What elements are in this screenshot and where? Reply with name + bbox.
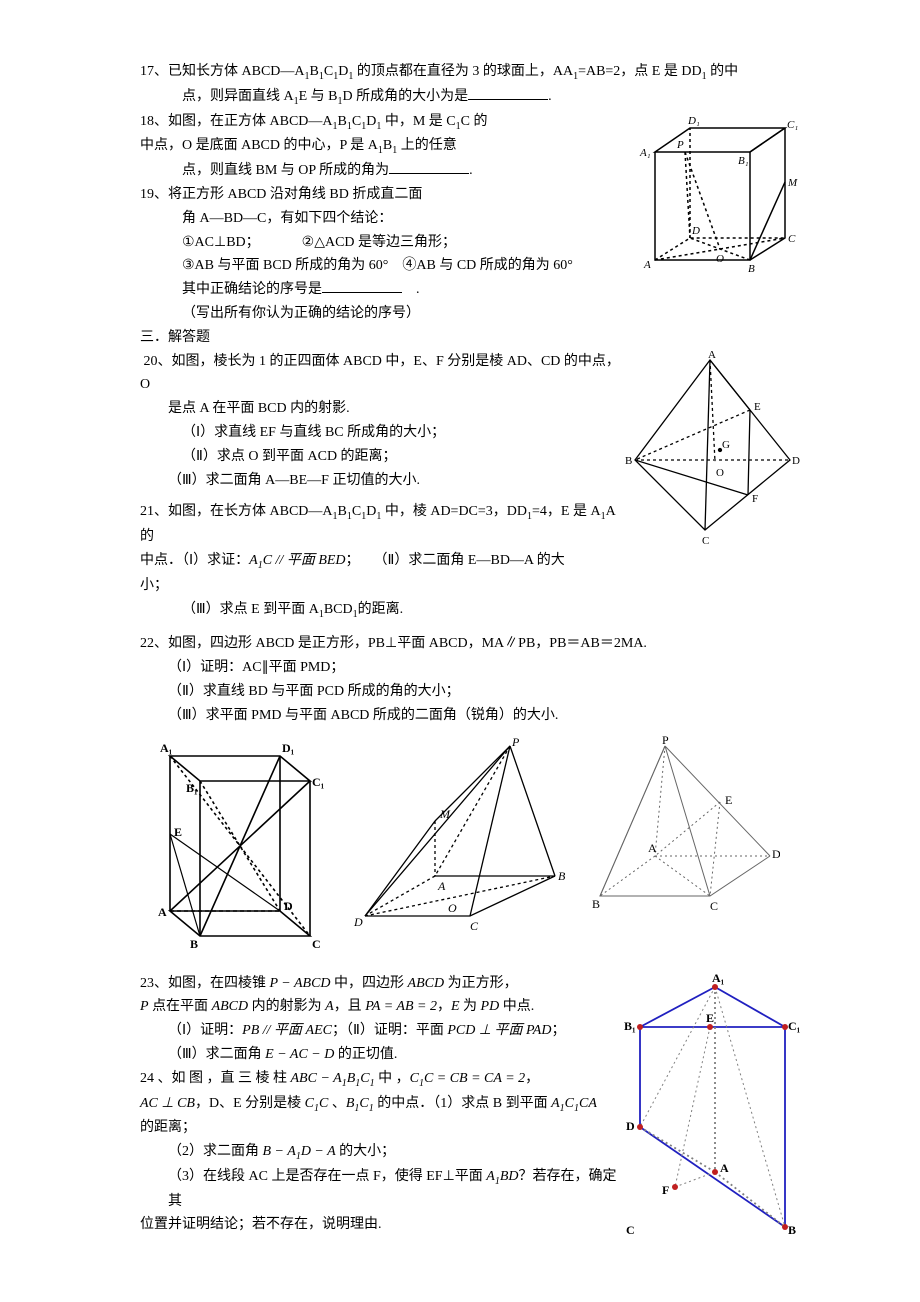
svg-text:O: O	[716, 253, 724, 265]
svg-text:G: G	[722, 439, 730, 451]
svg-text:E: E	[706, 1011, 714, 1025]
question-18: 18、如图，在正方体 ABCD—A1B1C1D1 中，M 是 C1C 的 中点，…	[140, 110, 630, 183]
question-20: 20、如图，棱长为 1 的正四面体 ABCD 中，E、F 分别是棱 AD、CD …	[140, 350, 620, 493]
q23-num: 23、	[140, 976, 168, 991]
question-19: 19、将正方形 ABCD 沿对角线 BD 折成直二面 角 A—BD—C，有如下四…	[140, 183, 630, 326]
svg-text:B₁: B₁	[186, 781, 198, 795]
svg-text:A₁: A₁	[160, 741, 173, 755]
svg-text:C₁: C₁	[787, 119, 798, 131]
question-24: 24 、如 图 ，直 三 棱 柱 ABC − A1B1C1 中 ，C1C = C…	[140, 1067, 620, 1238]
question-23: 23、如图，在四棱锥 P − ABCD 中，四边形 ABCD 为正方形， P 点…	[140, 972, 620, 1067]
svg-text:P: P	[511, 736, 520, 749]
figure-pyramid-q23: P E A D B C	[580, 736, 780, 926]
figure-box-q21: A₁ D₁ B₁ C₁ E A D B C	[140, 736, 330, 956]
figure-row-q21-22-23: A₁ D₁ B₁ C₁ E A D B C P M A B O C	[140, 736, 800, 956]
svg-text:D: D	[284, 899, 293, 913]
svg-text:D₁: D₁	[282, 741, 295, 755]
q17-num: 17、	[140, 64, 168, 79]
svg-text:B: B	[558, 869, 566, 883]
blank-19	[322, 278, 402, 293]
blank-17	[468, 85, 548, 100]
svg-text:C: C	[788, 233, 796, 245]
svg-text:D₁: D₁	[687, 115, 700, 127]
blank-18	[389, 159, 469, 174]
svg-text:A: A	[437, 879, 446, 893]
svg-text:A: A	[643, 259, 651, 271]
svg-text:A: A	[720, 1161, 729, 1175]
figure-pyramid-q22: P M A B O C D	[340, 736, 570, 936]
svg-text:B: B	[190, 937, 198, 951]
svg-text:B: B	[748, 263, 755, 275]
section-3-heading: 三．解答题	[140, 326, 800, 350]
svg-text:D: D	[626, 1119, 635, 1133]
svg-text:P: P	[676, 139, 684, 151]
svg-text:C₁: C₁	[312, 775, 325, 789]
svg-text:B₁: B₁	[738, 155, 749, 167]
q20-num: 20、	[144, 354, 172, 369]
svg-text:A₁: A₁	[639, 147, 651, 159]
svg-text:A₁: A₁	[712, 972, 725, 985]
svg-text:O: O	[448, 901, 457, 915]
svg-text:A: A	[158, 905, 167, 919]
svg-text:M: M	[787, 177, 798, 189]
question-21: 21、如图，在长方体 ABCD—A1B1C1D1 中，棱 AD=DC=3，DD1…	[140, 500, 620, 622]
svg-text:C: C	[702, 535, 709, 547]
q18-num: 18、	[140, 114, 168, 129]
svg-text:A: A	[708, 350, 716, 361]
q22-num: 22、	[140, 636, 168, 651]
svg-text:C₁: C₁	[788, 1019, 800, 1033]
svg-text:D: D	[353, 915, 363, 929]
q19-num: 19、	[140, 187, 168, 202]
svg-text:B₁: B₁	[624, 1019, 636, 1033]
svg-text:C: C	[312, 937, 321, 951]
svg-text:C: C	[710, 899, 718, 913]
svg-text:E: E	[754, 401, 761, 413]
svg-text:E: E	[174, 825, 182, 839]
q21-num: 21、	[140, 504, 168, 519]
question-17: 17、已知长方体 ABCD—A1B1C1D1 的顶点都在直径为 3 的球面上，A…	[140, 60, 800, 110]
svg-text:B: B	[625, 455, 632, 467]
svg-text:D: D	[792, 455, 800, 467]
svg-text:A: A	[648, 841, 657, 855]
svg-text:E: E	[725, 793, 732, 807]
figure-prism-q24: A₁ B₁ C₁ E D A B C F	[620, 972, 800, 1242]
svg-text:O: O	[716, 467, 724, 479]
svg-text:D: D	[691, 225, 700, 237]
svg-text:P: P	[662, 736, 669, 747]
q24-num: 24 、	[140, 1071, 172, 1086]
svg-text:C: C	[470, 919, 479, 933]
svg-text:D: D	[772, 847, 780, 861]
figure-cube-q18: D₁ C₁ A₁ B₁ P M D C A O B	[630, 110, 800, 280]
svg-text:F: F	[752, 493, 758, 505]
svg-text:B: B	[788, 1223, 796, 1237]
svg-text:B: B	[592, 897, 600, 911]
svg-text:F: F	[662, 1183, 669, 1197]
svg-text:C: C	[626, 1223, 635, 1237]
figure-tetrahedron-q20: A B C D E F G O	[620, 350, 800, 550]
svg-text:M: M	[439, 807, 451, 821]
question-22: 22、如图，四边形 ABCD 是正方形，PB⊥平面 ABCD，MA∥PB，PB＝…	[140, 632, 800, 727]
